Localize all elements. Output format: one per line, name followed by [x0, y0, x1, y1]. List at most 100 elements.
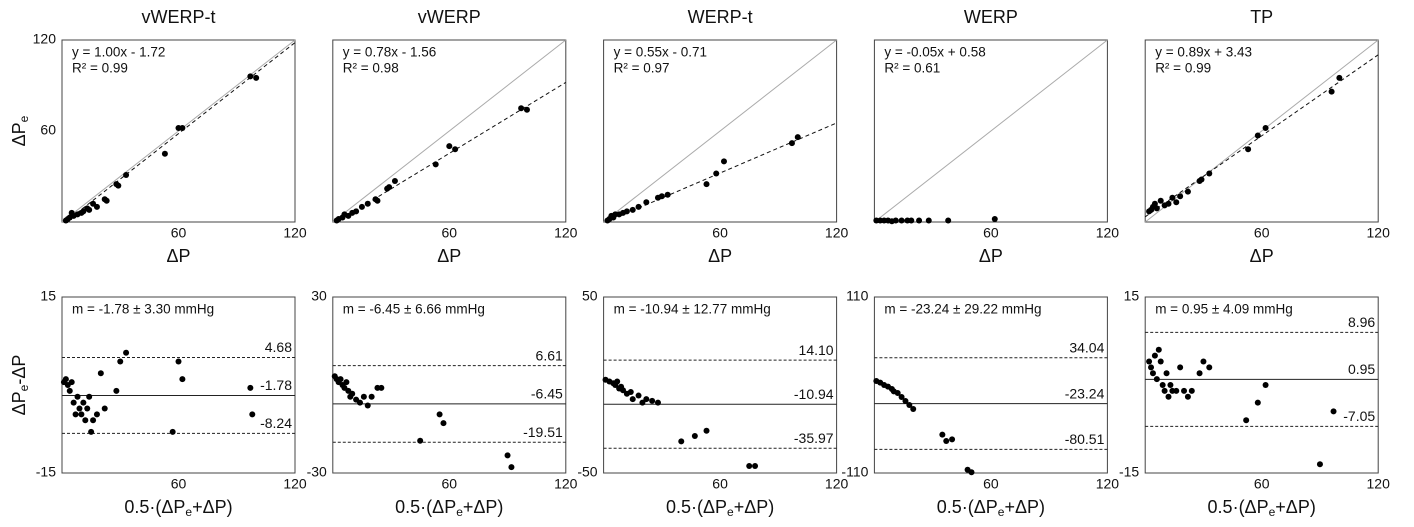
x-axis-label: 0.5·(ΔPe+ΔP)	[666, 497, 774, 519]
x-axis-label: 0.5·(ΔPe+ΔP)	[1208, 497, 1316, 519]
data-point	[88, 428, 95, 435]
x-tick-label: 60	[442, 225, 458, 241]
reference-line-label: -80.51	[1065, 431, 1105, 447]
annotation: m = -1.78 ± 3.30 mmHg	[72, 302, 214, 317]
reference-line-label: -35.97	[794, 430, 834, 446]
reference-line-label: -6.45	[531, 386, 563, 402]
annotation: R² = 0.61	[884, 61, 940, 76]
data-point	[84, 405, 91, 412]
annotation: y = 1.00x - 1.72	[72, 45, 165, 60]
x-tick-label: 60	[171, 476, 187, 492]
data-point	[360, 393, 367, 400]
data-point	[1169, 194, 1176, 201]
x-tick-label: 120	[825, 476, 849, 492]
data-point	[1330, 408, 1337, 415]
reference-line-label: -1.78	[260, 377, 292, 393]
fit-line	[336, 81, 567, 223]
label-part: 0.5·(ΔP	[937, 497, 998, 517]
data-point	[1157, 358, 1164, 365]
data-point	[1151, 200, 1158, 207]
data-point	[898, 394, 905, 400]
label-part: e	[456, 505, 463, 519]
x-tick-label: 120	[1096, 476, 1120, 492]
data-point	[1243, 417, 1250, 424]
x-tick-label: 60	[712, 476, 728, 492]
data-point	[627, 389, 634, 396]
data-point	[898, 217, 905, 224]
data-point	[86, 206, 93, 213]
data-point	[1254, 132, 1261, 139]
data-point	[1316, 461, 1323, 468]
data-point	[364, 402, 371, 409]
label-part: +ΔP)	[1004, 497, 1045, 517]
data-point	[97, 370, 104, 377]
data-point	[892, 217, 899, 224]
data-point	[417, 437, 424, 444]
x-tick-label: 120	[1096, 225, 1120, 241]
data-point	[654, 399, 661, 406]
y-tick-label: 110	[846, 288, 869, 304]
data-point	[247, 73, 254, 80]
data-point	[179, 124, 186, 131]
data-point	[906, 402, 913, 408]
annotation: R² = 0.99	[1155, 61, 1211, 76]
data-point	[1206, 364, 1213, 371]
data-point	[649, 397, 656, 404]
data-point	[68, 379, 75, 386]
data-point	[66, 387, 73, 394]
data-point	[1163, 370, 1170, 377]
chart-title: vWERP	[418, 7, 481, 27]
label-part: e	[727, 505, 734, 519]
label-part: e	[17, 384, 31, 391]
data-point	[664, 191, 671, 198]
plot-frame	[603, 296, 838, 474]
label-part: ΔP	[9, 391, 29, 415]
data-point	[623, 208, 630, 215]
data-point	[115, 182, 122, 189]
data-point	[504, 452, 511, 459]
y-tick-label: 50	[582, 288, 598, 304]
data-point	[1254, 399, 1261, 406]
data-point	[436, 411, 443, 418]
x-tick-label: 60	[1254, 225, 1270, 241]
data-point	[629, 206, 636, 213]
annotation: R² = 0.99	[72, 61, 128, 76]
x-axis-label: 0.5·(ΔPe+ΔP)	[937, 497, 1045, 519]
data-point	[86, 393, 93, 400]
plot-frame	[61, 39, 296, 223]
data-point	[1161, 387, 1168, 394]
label-part: 0.5·(ΔP	[1208, 497, 1269, 517]
data-point	[117, 358, 124, 365]
data-point	[629, 396, 636, 403]
y-tick-label: 15	[1124, 288, 1140, 304]
annotation: R² = 0.97	[614, 61, 670, 76]
data-point	[1177, 364, 1184, 371]
y-axis-label: ΔPe-ΔP	[9, 355, 31, 416]
data-point	[123, 171, 130, 178]
x-tick-label: 120	[1367, 476, 1391, 492]
annotation: R² = 0.98	[343, 61, 399, 76]
label-part: -ΔP	[9, 355, 29, 385]
label-part: +ΔP)	[734, 497, 775, 517]
data-point	[78, 411, 85, 418]
data-point	[179, 376, 186, 383]
data-point	[1167, 382, 1174, 388]
data-point	[939, 431, 946, 438]
label-part: e	[998, 505, 1005, 519]
y-tick-label: -15	[36, 464, 56, 480]
data-point	[1206, 170, 1213, 177]
y-tick-label: 30	[311, 288, 327, 304]
chart-title: vWERP-t	[142, 7, 216, 27]
data-point	[916, 217, 923, 224]
data-point	[343, 379, 350, 386]
data-point	[123, 349, 130, 356]
data-point	[74, 393, 81, 400]
data-point	[1157, 197, 1164, 204]
chart-title: WERP-t	[688, 7, 753, 27]
label-part: ΔP	[979, 246, 1003, 266]
data-point	[949, 436, 956, 443]
x-axis-label: ΔP	[979, 246, 1003, 266]
data-point	[93, 411, 100, 418]
data-point	[1151, 352, 1158, 359]
plot-frame	[61, 296, 296, 474]
